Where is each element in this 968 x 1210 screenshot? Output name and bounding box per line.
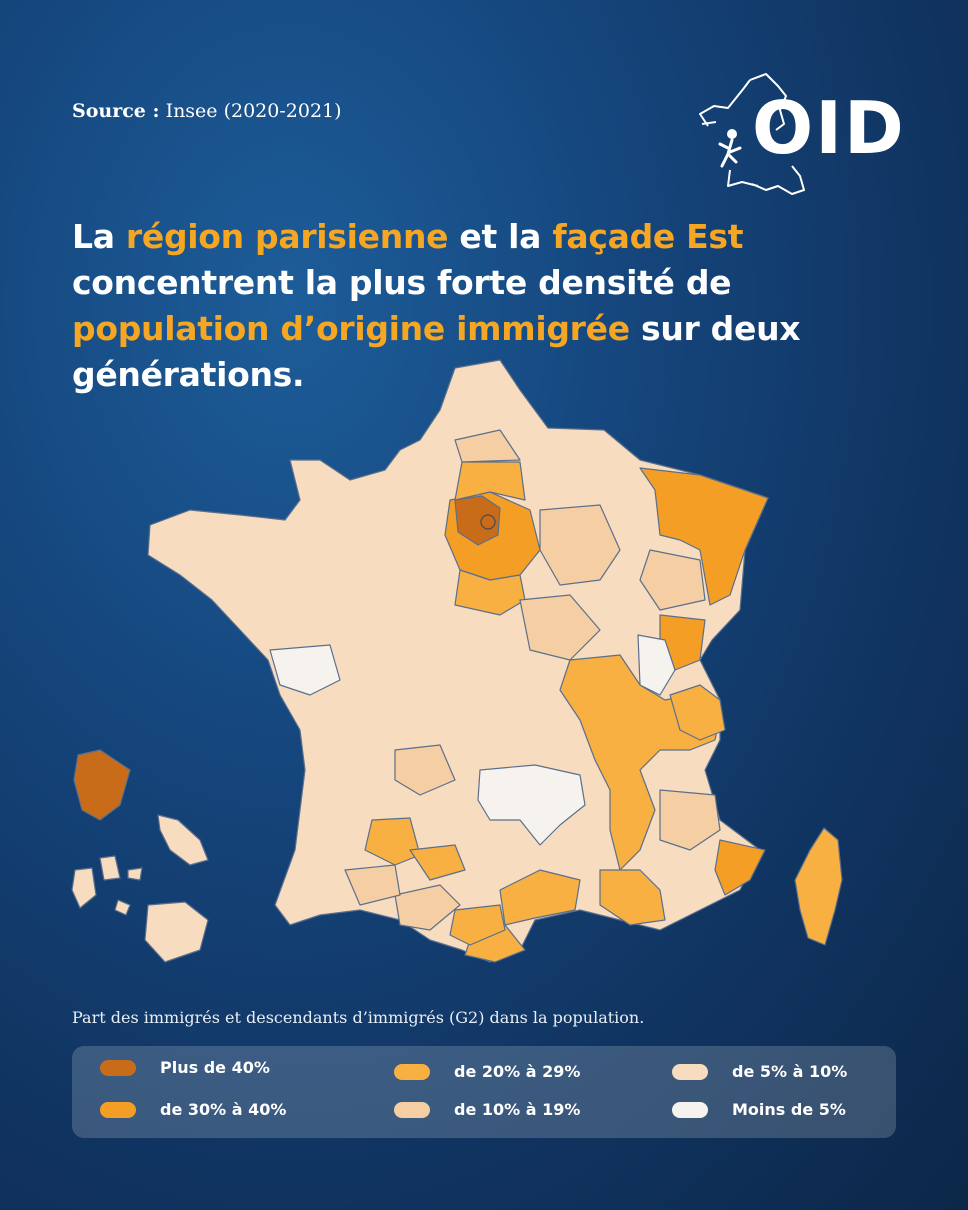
dept-10-19-a (539, 504, 621, 586)
dept-alpes-maritimes (714, 839, 766, 896)
logo-text: OID (752, 86, 906, 170)
dept-north-idf (454, 461, 526, 501)
headline-part-1: La (72, 217, 126, 256)
legend-item-5-10: de 5% à 10% (672, 1062, 847, 1081)
legend-swatch (394, 1101, 430, 1118)
dept-10-19-g (394, 744, 456, 796)
dept-central-white (477, 764, 586, 846)
source-label: Source : (72, 100, 160, 122)
overseas-martinique (157, 814, 209, 866)
source-text: Insee (2020-2021) (165, 100, 342, 122)
legend-swatch (672, 1101, 708, 1118)
source-line: Source : Insee (2020-2021) (72, 100, 342, 122)
dept-10-19-f (454, 429, 521, 463)
legend-label: Moins de 5% (732, 1100, 846, 1119)
headline-part-2: et la (448, 217, 553, 256)
legend-panel: Plus de 40% de 30% à 40% de 20% à 29% de… (72, 1046, 896, 1138)
legend-item-plus-40: Plus de 40% (100, 1058, 270, 1077)
legend-label: de 20% à 29% (454, 1062, 581, 1081)
dept-10-19-c (639, 549, 706, 611)
legend-swatch (672, 1063, 708, 1080)
legend-item-20-29: de 20% à 29% (394, 1062, 580, 1081)
legend-label: de 30% à 40% (160, 1100, 287, 1119)
dept-jura-white (637, 634, 676, 696)
headline-part-4: sur deux générations. (72, 309, 801, 394)
dept-10-19-d (659, 789, 721, 851)
overseas-mayotte (127, 867, 143, 881)
headline-highlight-3: population d’origine immigrée (72, 309, 630, 348)
legend-swatch (100, 1101, 136, 1118)
headline-highlight-2: façade Est (552, 217, 744, 256)
overseas-guadeloupe (71, 855, 131, 916)
dept-vendee-white (269, 644, 341, 696)
overseas-guyane (73, 749, 131, 821)
legend-item-moins-5: Moins de 5% (672, 1100, 846, 1119)
dept-10-19-b (519, 594, 601, 661)
corsica (794, 827, 843, 946)
legend-swatch (100, 1059, 136, 1076)
legend-item-10-19: de 10% à 19% (394, 1100, 580, 1119)
legend-label: de 10% à 19% (454, 1100, 581, 1119)
legend-item-30-40: de 30% à 40% (100, 1100, 286, 1119)
oid-logo-france-icon (699, 73, 805, 195)
legend-label: de 5% à 10% (732, 1062, 848, 1081)
dept-var-bdr (599, 869, 666, 926)
dept-10-19-e (344, 864, 401, 906)
overseas-reunion (144, 901, 209, 963)
legend-label: Plus de 40% (160, 1058, 270, 1077)
legend-swatch (394, 1063, 430, 1080)
dept-paris (454, 495, 501, 546)
dept-haute-savoie (669, 684, 726, 741)
legend-caption: Part des immigrés et descendants d’immig… (72, 1008, 645, 1027)
headline: La région parisienne et la façade Est co… (72, 214, 912, 398)
dept-alsace (639, 467, 769, 606)
dept-lot-garonne (409, 844, 466, 881)
dept-aude (449, 904, 506, 946)
headline-part-3: concentrent la plus forte densité de (72, 263, 732, 302)
france-map (71, 359, 843, 963)
headline-highlight-1: région parisienne (125, 217, 449, 256)
dept-gironde (364, 817, 421, 866)
dept-haute-garonne (394, 884, 461, 931)
paris-center (480, 514, 496, 530)
